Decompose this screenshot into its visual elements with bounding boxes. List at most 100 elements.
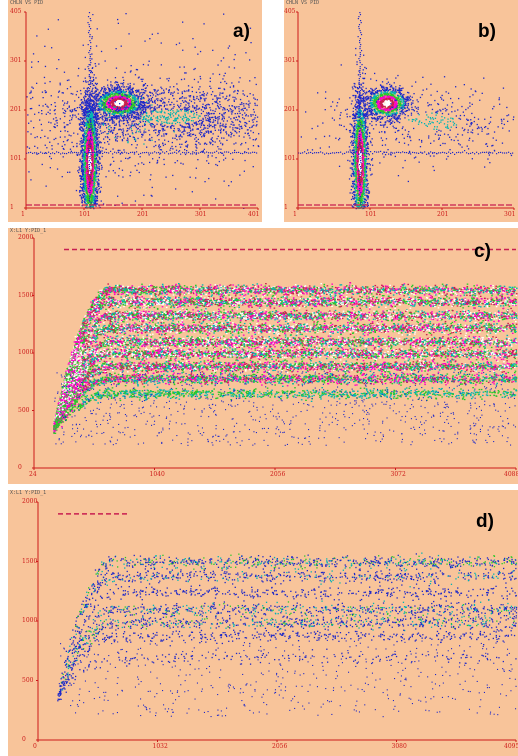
density-point [246, 123, 248, 125]
density-point [85, 165, 88, 168]
density-point [107, 96, 109, 98]
density-point [95, 115, 97, 117]
density-point [85, 115, 87, 117]
density-point [115, 81, 117, 83]
density-point [111, 116, 113, 118]
density-point [88, 198, 90, 200]
density-point [92, 181, 94, 183]
density-point [238, 81, 240, 83]
density-point [84, 140, 86, 142]
density-point [84, 206, 87, 209]
density-point [203, 133, 205, 135]
density-point [113, 116, 115, 119]
density-point [86, 125, 88, 127]
density-point [156, 116, 159, 119]
density-point [211, 126, 214, 128]
density-point [81, 163, 84, 165]
density-point [90, 191, 92, 193]
density-point [118, 86, 121, 88]
density-point [85, 108, 87, 110]
density-point [91, 172, 94, 175]
density-point [147, 105, 150, 107]
density-point [129, 119, 131, 121]
density-point [245, 142, 247, 144]
density-point [84, 110, 86, 112]
density-point [125, 103, 127, 105]
density-point [185, 107, 187, 109]
density-point [97, 114, 99, 117]
density-point [80, 141, 82, 143]
density-point [88, 129, 90, 131]
density-point [119, 136, 121, 138]
density-point [192, 120, 194, 122]
density-point [90, 153, 92, 155]
density-point [83, 186, 85, 188]
density-point [81, 205, 83, 207]
density-point [123, 79, 125, 81]
density-point [185, 126, 187, 129]
density-point [146, 102, 148, 104]
density-point [90, 108, 92, 111]
density-point [86, 130, 88, 132]
density-point [94, 171, 96, 174]
density-point [134, 112, 136, 114]
density-point [187, 119, 189, 122]
density-point [50, 122, 52, 124]
density-point [122, 132, 124, 134]
density-point [97, 145, 99, 147]
density-point [129, 105, 131, 107]
density-point [133, 116, 135, 119]
density-point [118, 121, 120, 124]
density-point [101, 150, 103, 152]
density-point [93, 136, 95, 138]
density-point [92, 188, 94, 190]
density-point [87, 142, 90, 144]
density-point [128, 128, 130, 130]
density-point [97, 100, 99, 102]
density-point [87, 130, 90, 132]
density-point [49, 155, 51, 158]
density-point [243, 94, 246, 96]
density-point [96, 103, 98, 105]
density-point [123, 86, 126, 88]
density-point [88, 148, 90, 150]
density-point [126, 107, 129, 109]
density-point [150, 107, 152, 109]
density-point [115, 117, 118, 119]
density-point [101, 97, 103, 99]
density-point [139, 131, 142, 133]
density-point [144, 111, 146, 113]
density-point [88, 123, 90, 125]
density-point [253, 124, 255, 126]
density-point [85, 151, 87, 153]
density-point [94, 202, 96, 205]
density-point [219, 92, 221, 94]
density-point [116, 104, 118, 106]
density-point [112, 100, 114, 102]
density-point [225, 126, 227, 128]
density-point [92, 119, 94, 121]
density-point [106, 99, 109, 101]
density-point [236, 92, 239, 95]
density-point [140, 101, 142, 104]
density-point [93, 191, 95, 193]
density-point [219, 112, 221, 115]
density-point [90, 95, 92, 97]
density-point [238, 131, 240, 133]
density-point [249, 93, 251, 95]
density-point [214, 101, 216, 103]
density-point [119, 92, 122, 94]
density-point [131, 121, 133, 123]
density-point [99, 162, 101, 164]
density-point [141, 111, 143, 113]
density-point [254, 139, 256, 141]
density-point [135, 104, 138, 106]
density-point [84, 177, 86, 179]
density-point [194, 138, 196, 140]
density-point [170, 112, 172, 114]
density-point [202, 103, 204, 105]
density-point [140, 108, 142, 110]
density-point [92, 142, 94, 144]
density-point [88, 204, 91, 206]
density-point [223, 88, 225, 90]
